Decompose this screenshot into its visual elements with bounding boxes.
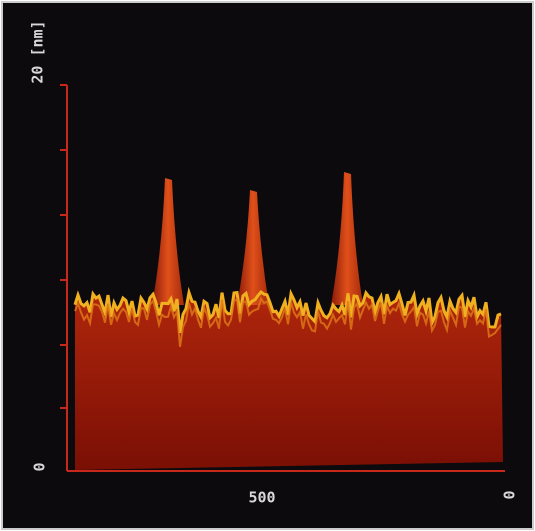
x-end-label: 0: [501, 490, 519, 499]
z-origin-label: 0: [31, 462, 49, 471]
afm-view: 20 [nm] 0 500 0: [0, 0, 535, 531]
x-mid-label: 500: [248, 489, 275, 507]
z-label: 20 [nm]: [29, 20, 47, 83]
